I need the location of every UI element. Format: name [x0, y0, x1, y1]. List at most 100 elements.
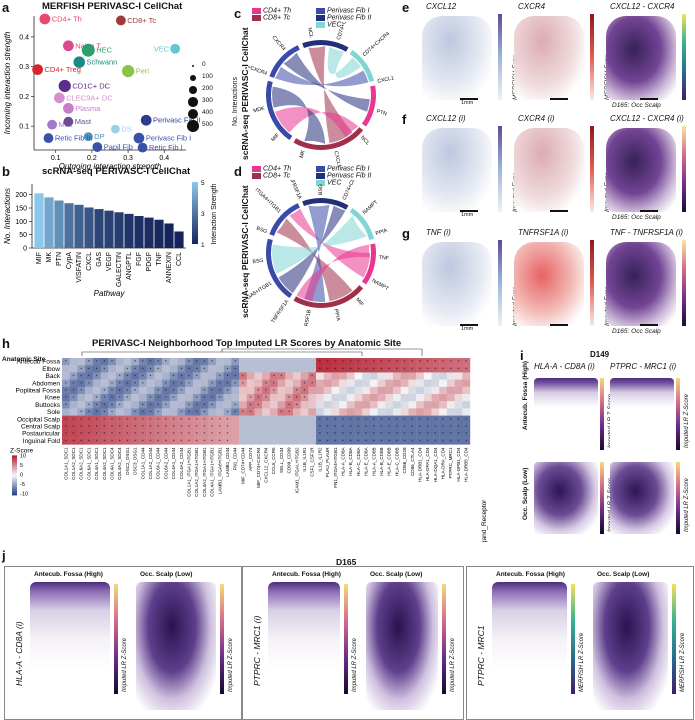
- heatmap-sig-mark: *: [127, 388, 129, 393]
- heatmap-sig-mark: *: [80, 417, 82, 422]
- heatmap-column-label: HLA-C_CD8B: [394, 447, 399, 476]
- map-title: CXCR4 (i): [518, 114, 555, 123]
- bar: [104, 210, 114, 248]
- heatmap-sig-mark: *: [350, 366, 352, 371]
- heatmap-cell: [115, 415, 124, 423]
- heatmap-cell: [316, 372, 324, 380]
- heatmap-cell: [346, 415, 355, 423]
- heatmap-cell: [369, 394, 378, 402]
- heatmap-cell: [431, 394, 440, 402]
- panel-d-legend: CD4+ Th CD8+ Tc Perivasc Fib I Perivasc Fib…: [252, 160, 402, 186]
- heatmap-cell: [62, 372, 70, 380]
- heatmap-sig-mark: *: [165, 359, 167, 364]
- heatmap-sig-mark: *: [188, 417, 190, 422]
- heatmap-sig-mark: *: [80, 410, 82, 415]
- size-legend-dot: [187, 108, 199, 120]
- heatmap-sig-mark: *: [188, 438, 190, 443]
- heatmap-sig-mark: *: [427, 366, 429, 371]
- heatmap-cell: [385, 358, 394, 366]
- heatmap-sig-mark: *: [88, 402, 90, 407]
- scatter-point: [63, 40, 74, 52]
- heatmap-sig-mark: *: [304, 388, 306, 393]
- heatmap-row-label: Knee: [45, 395, 61, 402]
- heatmap-sig-mark: *: [211, 402, 213, 407]
- heatmap-sig-mark: *: [388, 417, 390, 422]
- heatmap-sig-mark: *: [442, 424, 444, 429]
- heatmap-sig-mark: *: [111, 381, 113, 386]
- heatmap-column-label: COL6A1_SDC1: [86, 447, 91, 480]
- heatmap-cell: [239, 401, 247, 409]
- heatmap-sig-mark: *: [119, 395, 121, 400]
- scale-bar: [460, 324, 478, 326]
- heatmap-sig-mark: *: [134, 388, 136, 393]
- scatter-point: [170, 43, 181, 54]
- heatmap-cell: [223, 365, 232, 373]
- chord-label: CXCR4: [270, 35, 286, 52]
- heatmap-cell: [285, 358, 294, 366]
- heatmap-sig-mark: *: [196, 417, 198, 422]
- heatmap-sig-mark: *: [419, 359, 421, 364]
- heatmap-sig-mark: *: [165, 388, 167, 393]
- heatmap-sig-mark: *: [103, 402, 105, 407]
- heatmap-cell: [346, 379, 355, 387]
- heatmap-cell: [108, 372, 117, 380]
- heatmap-cell: [215, 422, 224, 431]
- heatmap-sig-mark: *: [150, 395, 152, 400]
- heatmap-sig-mark: *: [188, 431, 190, 436]
- heatmap-sig-mark: *: [234, 359, 236, 364]
- heatmap-sig-mark: *: [388, 438, 390, 443]
- heatmap-cell: [354, 437, 363, 445]
- heatmap-cell: [323, 372, 332, 380]
- legend-label: VEC: [327, 21, 342, 29]
- heatmap-sig-mark: *: [111, 417, 113, 422]
- heatmap-sig-mark: *: [227, 374, 229, 379]
- heatmap-column-label: SELL_CD34: [279, 447, 284, 473]
- heatmap-cell: [85, 430, 93, 438]
- heatmap-sig-mark: *: [257, 402, 259, 407]
- panel-i-title-1: HLA-A - CD8A (i): [534, 362, 595, 371]
- bar: [84, 207, 94, 248]
- heatmap-cell: [423, 401, 432, 409]
- zscore-tick: 5: [20, 463, 23, 469]
- heatmap-sig-mark: *: [427, 424, 429, 429]
- heatmap-cell: [377, 372, 386, 380]
- heatmap-cell: [192, 358, 201, 366]
- point-label: DP: [94, 132, 104, 141]
- point-label: Plasma: [75, 104, 101, 113]
- heatmap-cell: [285, 437, 294, 445]
- heatmap-cell: [85, 372, 93, 380]
- heatmap-sig-mark: *: [180, 431, 182, 436]
- bar-category-label: CCL: [176, 252, 183, 266]
- heatmap-cell: [146, 365, 155, 373]
- colorbar: [590, 126, 594, 212]
- heatmap-sig-mark: *: [173, 381, 175, 386]
- point-label: Mast: [75, 117, 92, 126]
- heatmap-cell: [446, 358, 455, 366]
- heatmap-sig-mark: *: [404, 366, 406, 371]
- heatmap-sig-mark: *: [103, 431, 105, 436]
- heatmap-cell: [92, 372, 101, 380]
- heatmap-cell: [369, 408, 378, 416]
- heatmap-sig-mark: *: [196, 395, 198, 400]
- heatmap-cell: [416, 365, 425, 373]
- heatmap-cell: [131, 386, 140, 395]
- heatmap-cell: [393, 372, 401, 380]
- heatmap-cell: [100, 415, 109, 423]
- heatmap-sig-mark: *: [357, 431, 359, 436]
- heatmap-column-label: COL4A1_SDC1: [94, 447, 99, 480]
- heatmap-cell: [400, 422, 409, 431]
- heatmap-column-label: LAMB1_CD44: [225, 447, 230, 477]
- heatmap-cell: [200, 372, 209, 380]
- heatmap-sig-mark: *: [442, 359, 444, 364]
- heatmap-cell: [416, 386, 425, 395]
- heatmap-cell: [300, 401, 309, 409]
- heatmap-sig-mark: *: [342, 438, 344, 443]
- heatmap-cell: [292, 358, 301, 366]
- heatmap-cell: [215, 365, 224, 373]
- heatmap-cell: [400, 408, 409, 416]
- heatmap-sig-mark: *: [411, 431, 413, 436]
- legend-swatch: [316, 179, 325, 186]
- size-legend-label: 100: [202, 73, 213, 80]
- colorbar: [498, 240, 502, 326]
- heatmap-cell: [431, 422, 440, 431]
